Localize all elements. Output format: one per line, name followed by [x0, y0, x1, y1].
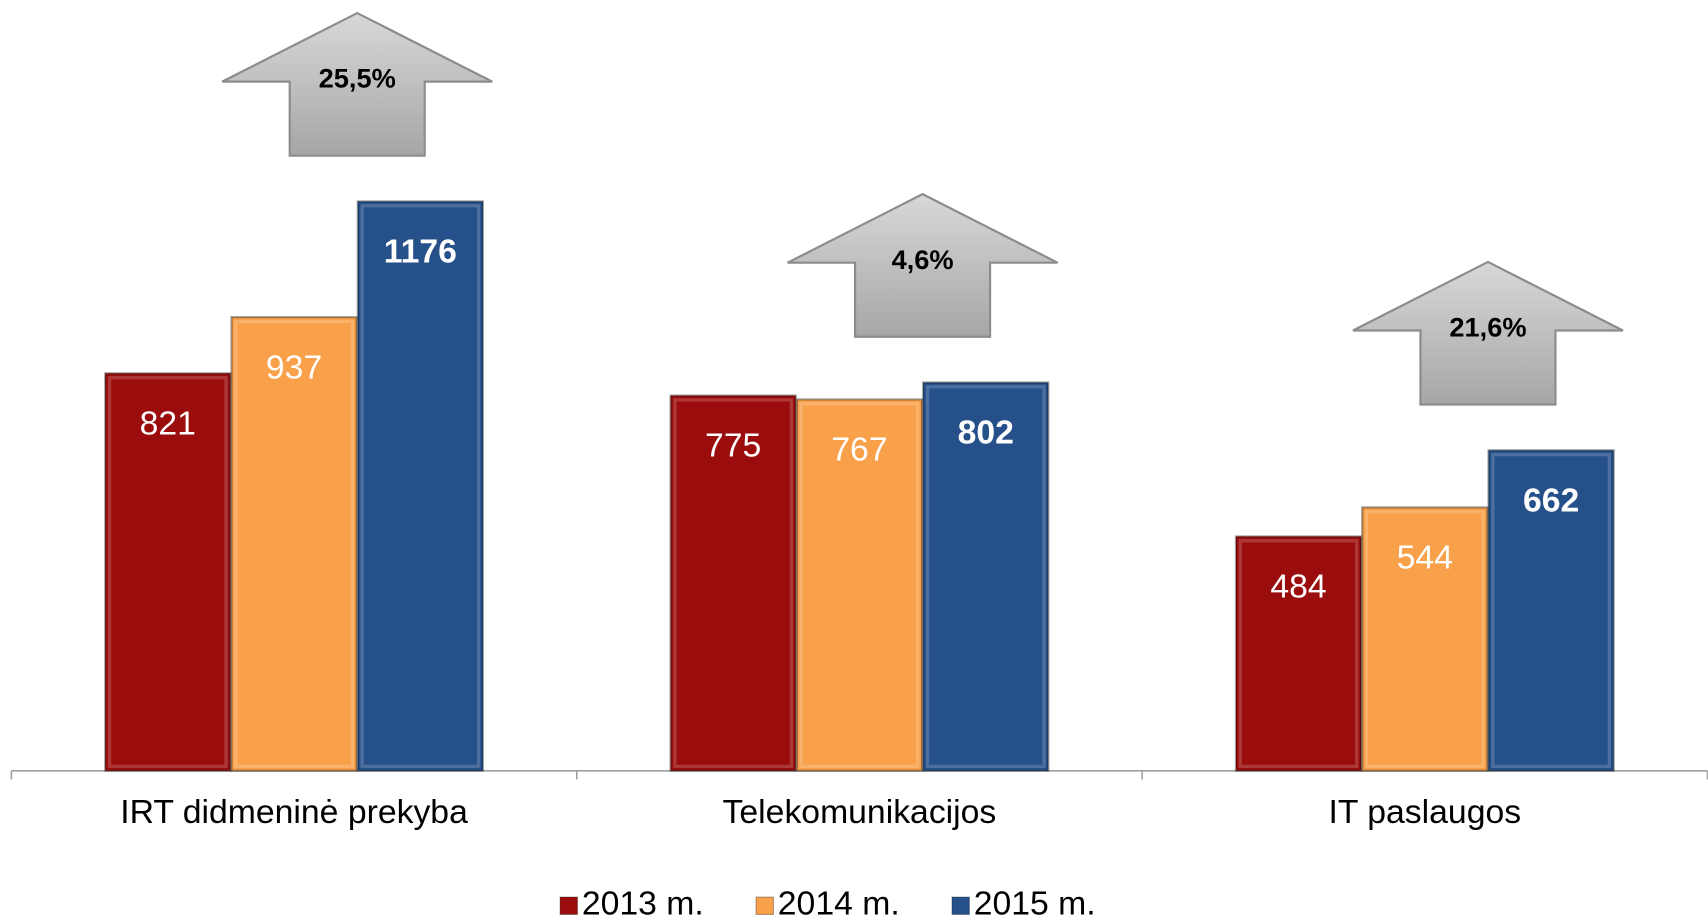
bar: [1361, 506, 1489, 772]
legend-label: 2013 m.: [582, 885, 704, 921]
x-tick-label: IT paslaugos: [1329, 793, 1522, 831]
bar-bevel: [799, 402, 920, 769]
legend-swatch: [951, 896, 970, 916]
bar-bevel: [925, 385, 1046, 769]
value-label: 802: [958, 414, 1014, 452]
bar: [1487, 449, 1615, 772]
value-label: 937: [266, 348, 322, 386]
growth-arrow: [221, 11, 493, 157]
value-label: 1176: [384, 233, 457, 271]
bar: [104, 372, 232, 772]
growth-label: 21,6%: [1449, 312, 1526, 343]
legend-swatch: [755, 896, 774, 916]
value-label: 821: [140, 404, 196, 442]
legend-label: 2014 m.: [778, 885, 900, 921]
bar-bevel: [234, 319, 354, 769]
value-label: 775: [705, 427, 761, 465]
bar: [356, 200, 485, 772]
legend-swatch: [559, 896, 579, 916]
bar-bevel: [107, 375, 228, 769]
bar: [795, 398, 924, 772]
value-label: 484: [1270, 568, 1326, 606]
growth-arrow: [787, 192, 1059, 338]
bar-bevel: [360, 204, 481, 769]
bar: [922, 381, 1050, 772]
x-tick-label: Telekomunikacijos: [723, 793, 997, 831]
bar-bevel: [1364, 510, 1485, 769]
bar: [230, 316, 358, 772]
bar: [1234, 535, 1363, 772]
bar-bevel: [1491, 452, 1611, 769]
growth-label: 25,5%: [319, 63, 396, 94]
legend-label: 2015 m.: [974, 885, 1096, 921]
value-label: 662: [1523, 481, 1579, 519]
growth-arrow: [1352, 260, 1624, 406]
value-label: 767: [831, 431, 887, 469]
bar-bevel: [1238, 539, 1359, 769]
bar: [669, 394, 797, 772]
x-tick-label: IRT didmeninė prekyba: [120, 793, 468, 831]
value-label: 544: [1397, 539, 1453, 577]
growth-label: 4,6%: [892, 244, 954, 275]
bar-bevel: [673, 398, 794, 769]
